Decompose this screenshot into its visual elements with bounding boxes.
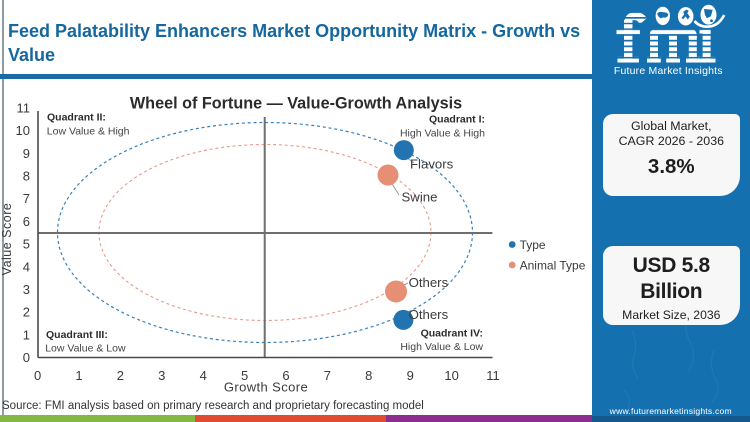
svg-text:Others: Others — [409, 307, 449, 322]
svg-text:High Value & High: High Value & High — [400, 127, 485, 139]
svg-text:8: 8 — [23, 169, 30, 184]
svg-text:5: 5 — [241, 368, 248, 383]
svg-text:10: 10 — [444, 368, 458, 383]
svg-text:7: 7 — [324, 368, 331, 383]
svg-text:Value Score: Value Score — [0, 203, 14, 276]
svg-text:4: 4 — [200, 368, 207, 383]
svg-text:Low Value & Low: Low Value & Low — [45, 342, 126, 354]
svg-text:11: 11 — [486, 368, 500, 383]
svg-text:Animal Type: Animal Type — [520, 258, 586, 272]
svg-text:Quadrant III:: Quadrant III: — [46, 329, 108, 341]
svg-text:Wheel of Fortune — Value-Growt: Wheel of Fortune — Value-Growth Analysis — [130, 94, 462, 112]
svg-text:5: 5 — [23, 237, 30, 252]
svg-text:8: 8 — [365, 368, 372, 383]
svg-text:9: 9 — [407, 368, 414, 383]
svg-text:High Value & Low: High Value & Low — [400, 341, 483, 353]
svg-text:0: 0 — [23, 350, 30, 365]
svg-text:Low Value & High: Low Value & High — [47, 126, 130, 138]
svg-text:1: 1 — [75, 368, 82, 383]
svg-text:7: 7 — [23, 191, 30, 206]
svg-text:2: 2 — [23, 305, 30, 320]
svg-text:Swine: Swine — [402, 190, 438, 205]
svg-text:Future Market Insights: Future Market Insights — [614, 65, 723, 77]
svg-text:Quadrant II:: Quadrant II: — [47, 112, 106, 124]
svg-text:6: 6 — [282, 368, 289, 383]
svg-text:6: 6 — [23, 214, 30, 229]
svg-text:11: 11 — [17, 100, 31, 115]
svg-text:1: 1 — [23, 327, 30, 342]
svg-text:3: 3 — [23, 282, 30, 297]
svg-text:Quadrant IV:: Quadrant IV: — [421, 327, 483, 339]
svg-text:3: 3 — [158, 368, 165, 383]
svg-text:2: 2 — [117, 368, 124, 383]
svg-text:4: 4 — [23, 259, 30, 274]
svg-text:10: 10 — [16, 123, 30, 138]
svg-text:Type: Type — [520, 238, 546, 252]
svg-text:Flavors: Flavors — [410, 157, 454, 172]
svg-text:9: 9 — [23, 146, 30, 161]
svg-text:Quadrant I:: Quadrant I: — [429, 113, 485, 125]
svg-text:Others: Others — [409, 275, 449, 290]
svg-text:0: 0 — [34, 368, 41, 383]
svg-text:Growth Score: Growth Score — [224, 380, 308, 395]
